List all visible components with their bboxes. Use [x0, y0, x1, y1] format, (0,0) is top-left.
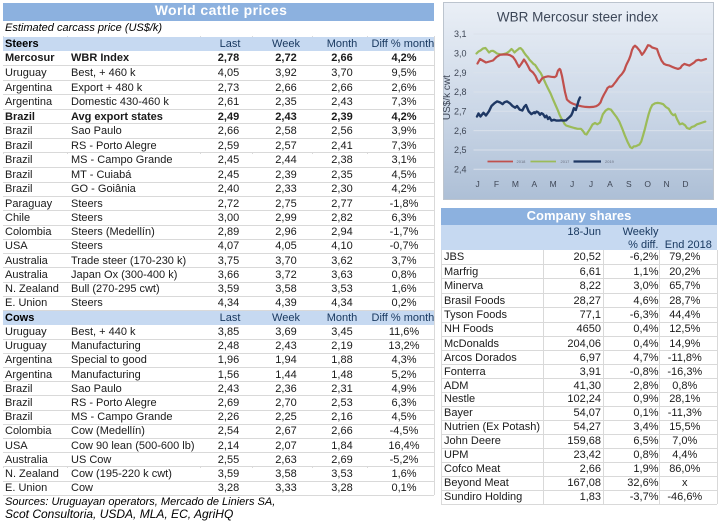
- svg-text:J: J: [475, 179, 479, 189]
- svg-text:WBR Mercosur steer index: WBR Mercosur steer index: [497, 10, 659, 25]
- svg-text:N: N: [664, 179, 670, 189]
- svg-text:A: A: [531, 179, 537, 189]
- svg-text:2,6: 2,6: [454, 126, 467, 136]
- svg-text:D: D: [682, 179, 688, 189]
- svg-text:2019: 2019: [605, 159, 615, 164]
- svg-text:J: J: [570, 179, 574, 189]
- svg-text:2018: 2018: [517, 159, 527, 164]
- svg-text:F: F: [494, 179, 499, 189]
- svg-text:US$/k cwt: US$/k cwt: [443, 75, 453, 120]
- svg-text:3,1: 3,1: [454, 29, 467, 39]
- svg-text:A: A: [607, 179, 613, 189]
- svg-text:2,9: 2,9: [454, 68, 467, 78]
- svg-text:2,7: 2,7: [454, 107, 467, 117]
- svg-text:2017: 2017: [561, 159, 571, 164]
- svg-text:S: S: [626, 179, 632, 189]
- svg-text:2,4: 2,4: [454, 165, 467, 175]
- svg-text:O: O: [644, 179, 651, 189]
- svg-text:J: J: [589, 179, 593, 189]
- svg-text:M: M: [512, 179, 519, 189]
- svg-text:2,5: 2,5: [454, 145, 467, 155]
- svg-text:3,0: 3,0: [454, 49, 467, 59]
- svg-text:M: M: [550, 179, 557, 189]
- svg-text:2,8: 2,8: [454, 87, 467, 97]
